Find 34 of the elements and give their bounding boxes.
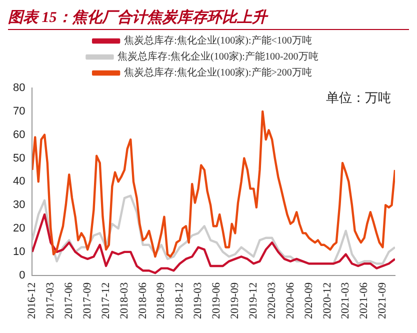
x-tick-label: 2019-03: [192, 282, 204, 320]
x-tick-label: 2017-03: [44, 282, 57, 320]
x-tick-label: 2021-09: [376, 282, 389, 320]
x-tick-label: 2020-12: [321, 282, 334, 320]
y-tick-label: 60: [12, 128, 26, 141]
x-tick-label: 2018-03: [118, 282, 130, 320]
x-tick-label: 2018-06: [136, 282, 149, 320]
y-tick-label: 70: [12, 105, 26, 118]
chart-title: 图表 15：焦化厂合计焦炭库存环比上升: [8, 8, 409, 30]
x-tick-label: 2017-06: [63, 282, 76, 320]
legend-label: 焦炭总库存:焦化企业(100家):产能>200万吨: [124, 66, 312, 79]
legend-label: 焦炭总库存:焦化企业(100家):产能100-200万吨: [118, 50, 318, 63]
annotation: 单位：万吨: [326, 90, 391, 105]
x-tick-label: 2017-12: [100, 282, 112, 320]
y-tick-label: 80: [12, 82, 26, 94]
y-tick-label: 0: [19, 269, 26, 282]
x-tick-label: 2020-06: [284, 282, 296, 320]
y-tick-label: 50: [12, 152, 26, 164]
x-tick-label: 2017-09: [81, 282, 94, 320]
legend-label: 焦炭总库存:焦化企业(100家):产能<100万吨: [124, 34, 312, 47]
x-tick-label: 2019-06: [210, 282, 223, 320]
x-tick-label: 2016-12: [26, 282, 38, 320]
x-tick-label: 2019-12: [247, 282, 260, 320]
y-tick-label: 30: [12, 199, 26, 212]
x-tick-label: 2020-09: [302, 282, 315, 320]
x-tick-label: 2019-09: [229, 282, 242, 320]
y-tick-label: 40: [12, 176, 26, 188]
y-tick-label: 10: [12, 246, 26, 258]
x-tick-label: 2018-12: [174, 282, 186, 320]
x-tick-label: 2021-03: [340, 282, 352, 320]
x-tick-label: 2020-03: [266, 282, 278, 320]
x-tick-label: 2021-06: [358, 282, 370, 320]
y-tick-label: 20: [12, 222, 26, 235]
x-tick-label: 2018-09: [155, 282, 168, 320]
